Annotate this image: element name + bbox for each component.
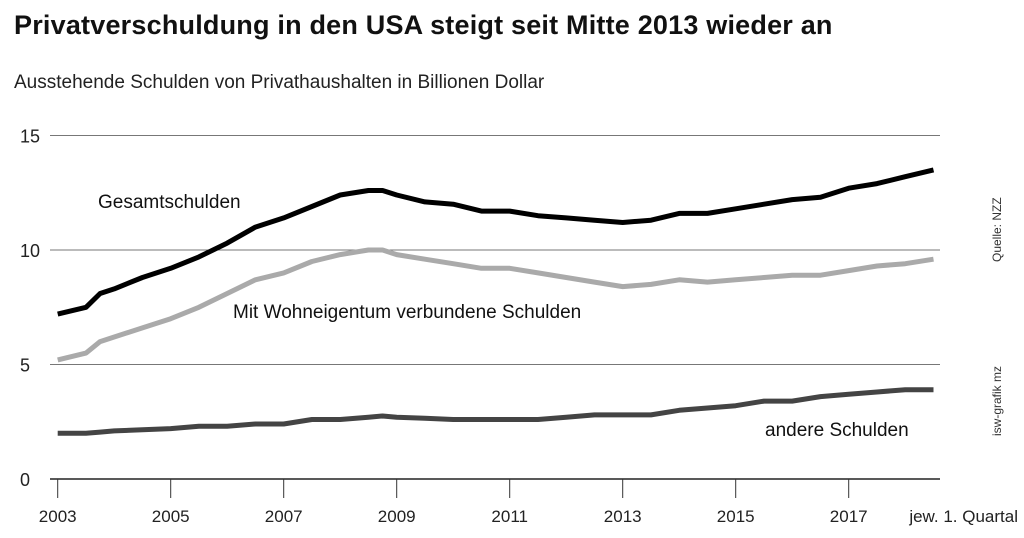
series-label: Gesamtschulden bbox=[98, 192, 241, 213]
y-tick-label: 5 bbox=[20, 356, 30, 376]
chart-subtitle: Ausstehende Schulden von Privathaushalte… bbox=[14, 72, 545, 93]
series-line-2 bbox=[57, 387, 934, 436]
y-tick-label: 0 bbox=[20, 470, 30, 490]
credit-label: isw-grafik mz bbox=[990, 365, 1004, 436]
y-tick-label: 15 bbox=[20, 127, 40, 147]
series-label: Mit Wohneigentum verbundene Schulden bbox=[233, 302, 581, 323]
x-tick-label: 2003 bbox=[39, 507, 77, 526]
series-label: andere Schulden bbox=[765, 420, 909, 441]
x-tick-label: 2011 bbox=[491, 507, 528, 526]
series-line-1 bbox=[57, 247, 934, 363]
x-axis-label: jew. 1. Quartal bbox=[908, 507, 1018, 526]
chart-title: Privatverschuldung in den USA steigt sei… bbox=[14, 10, 833, 40]
y-tick-label: 10 bbox=[20, 241, 40, 261]
x-tick-label: 2015 bbox=[717, 507, 755, 526]
source-label: Quelle: NZZ bbox=[990, 197, 1004, 262]
x-tick-label: 2005 bbox=[152, 507, 190, 526]
x-tick-label: 2013 bbox=[604, 507, 642, 526]
x-tick-label: 2009 bbox=[378, 507, 416, 526]
series-line-0 bbox=[57, 167, 935, 317]
x-tick-label: 2007 bbox=[265, 507, 303, 526]
x-tick-label: 2017 bbox=[830, 507, 868, 526]
